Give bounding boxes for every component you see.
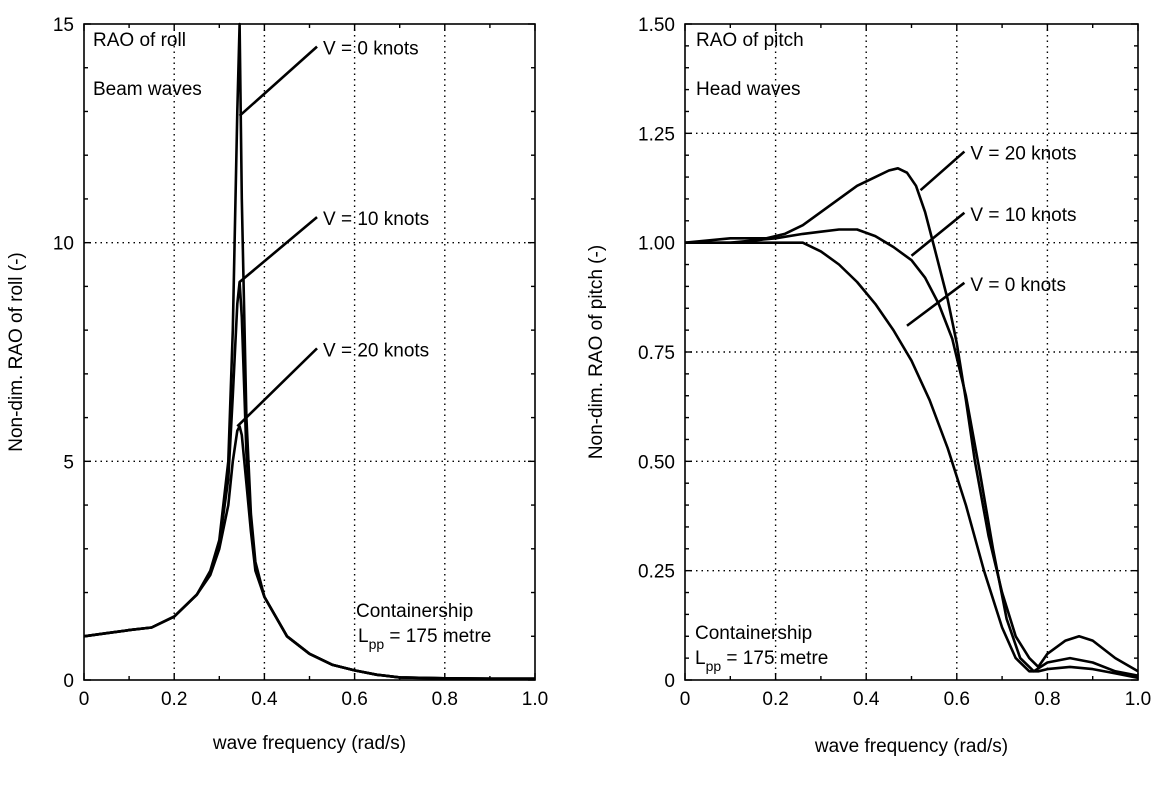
plot-frame xyxy=(83,23,536,681)
ship-length-symbol: L xyxy=(358,626,369,647)
ship-length-subscript: pp xyxy=(369,636,385,652)
series-line xyxy=(685,241,1139,680)
x-axis-label: wave frequency (rad/s) xyxy=(814,736,1008,757)
x-tick-label: 1.0 xyxy=(522,689,548,710)
y-tick-label: 5 xyxy=(63,452,74,473)
x-tick-label: 0.2 xyxy=(762,689,788,710)
ship-length-subscript: pp xyxy=(706,658,722,674)
ship-length-label: Lpp = 175 metre xyxy=(695,648,828,674)
ship-length-symbol: L xyxy=(695,648,706,669)
ship-length-label: Lpp = 175 metre xyxy=(358,626,491,652)
pitch-rao-chart: 0 0.2 0.4 0.6 0.8 1.000.250.500.751.001.251.5… xyxy=(586,15,1151,757)
series-leader-line xyxy=(906,281,966,327)
series-line xyxy=(685,228,1139,677)
ship-length-value: = 175 metre xyxy=(721,648,828,669)
x-tick-label: 0 xyxy=(680,689,691,710)
series-line xyxy=(83,22,535,681)
x-tick-label: 0.6 xyxy=(944,689,970,710)
x-tick-label: 0.4 xyxy=(853,689,880,710)
y-tick-label: 1.25 xyxy=(638,124,675,145)
y-axis-label: Non-dim. RAO of roll (-) xyxy=(6,252,27,452)
ship-length-value: = 175 metre xyxy=(384,626,491,647)
series-line xyxy=(684,167,1139,673)
x-tick-label: 0.2 xyxy=(161,689,187,710)
y-tick-label: 0 xyxy=(63,671,74,692)
x-tick-label: 0.4 xyxy=(251,689,278,710)
chart-title-line-1: RAO of roll xyxy=(93,30,186,51)
series-leader-line xyxy=(910,211,966,257)
series-label: V = 20 knots xyxy=(323,340,429,361)
y-tick-label: 1.50 xyxy=(638,15,675,36)
series-label: V = 0 knots xyxy=(970,275,1066,296)
y-tick-label: 10 xyxy=(53,234,74,255)
x-tick-label: 0.6 xyxy=(341,689,367,710)
series-leader-line xyxy=(238,216,318,284)
ship-type-label: Containership xyxy=(356,601,473,622)
x-tick-label: 1.0 xyxy=(1125,689,1151,710)
y-tick-label: 1.00 xyxy=(638,234,675,255)
y-axis-label: Non-dim. RAO of pitch (-) xyxy=(586,245,607,459)
series-label: V = 10 knots xyxy=(323,209,429,230)
y-tick-label: 15 xyxy=(53,15,74,36)
y-tick-label: 0.25 xyxy=(638,562,675,583)
series-label: V = 10 knots xyxy=(970,205,1076,226)
series-leader-line xyxy=(919,150,966,192)
series-leader-line xyxy=(236,347,318,428)
chart-title-line-2: Beam waves xyxy=(93,79,202,100)
x-axis-label: wave frequency (rad/s) xyxy=(212,733,406,754)
roll-rao-chart: 0 0.2 0.4 0.6 0.8 1.0 0 5 10 15 wave frequency (ra… xyxy=(6,15,548,754)
x-tick-label: 0.8 xyxy=(1034,689,1060,710)
x-tick-label: 0 xyxy=(79,689,90,710)
y-tick-label: 0 xyxy=(664,671,675,692)
series-label: V = 0 knots xyxy=(323,39,419,60)
series-leader-line xyxy=(238,45,318,117)
series-label: V = 20 knots xyxy=(970,144,1076,165)
chart-title-line-1: RAO of pitch xyxy=(696,30,804,51)
chart-title-line-2: Head waves xyxy=(696,79,801,100)
series-line xyxy=(83,424,535,681)
y-tick-label: 0.75 xyxy=(638,343,675,364)
ship-type-label: Containership xyxy=(695,623,812,644)
x-tick-label: 0.8 xyxy=(432,689,458,710)
y-tick-label: 0.50 xyxy=(638,452,675,473)
plot-frame xyxy=(684,23,1139,681)
